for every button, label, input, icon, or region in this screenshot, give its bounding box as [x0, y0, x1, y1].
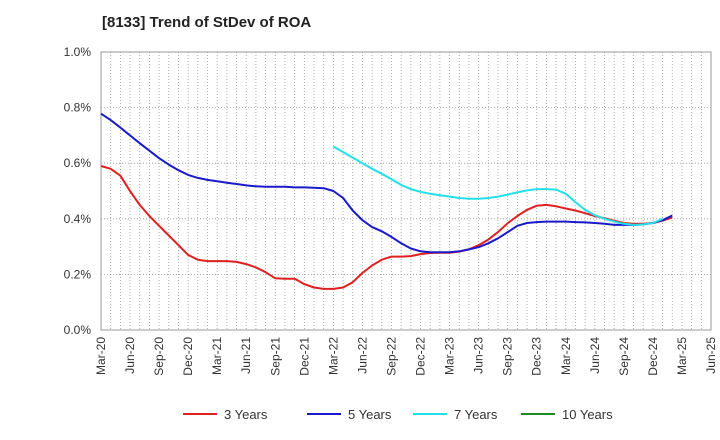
- x-tick-label: Dec-21: [297, 337, 311, 376]
- axis-layer: 0.0% 0.2% 0.4% 0.6% 0.8% 1.0% Mar-20 Jun-20 Sep-…: [64, 45, 718, 376]
- series-line-7-years: [332, 145, 663, 226]
- x-tick-label: Mar-23: [443, 337, 457, 375]
- y-tick-label: 0.8%: [64, 101, 92, 115]
- x-tick-label: Sep-23: [501, 337, 515, 376]
- x-tick-label: Dec-24: [646, 337, 660, 376]
- x-tick-label: Mar-21: [210, 337, 224, 375]
- chart-title: [8133] Trend of StDev of ROA: [102, 14, 312, 31]
- y-tick-label: 1.0%: [64, 45, 92, 59]
- legend-label-7-years: 7 Years: [454, 407, 498, 422]
- x-tick-label: Sep-22: [384, 337, 398, 376]
- x-tick-label: Jun-22: [355, 337, 369, 374]
- x-tick-label: Jun-21: [239, 337, 253, 374]
- legend-label-5-years: 5 Years: [348, 407, 392, 422]
- x-tick-label: Mar-20: [94, 337, 108, 375]
- x-tick-label: Sep-20: [152, 337, 166, 376]
- x-tick-label: Mar-22: [326, 337, 340, 375]
- y-tick-label: 0.0%: [64, 323, 92, 337]
- grid-layer: [100, 51, 712, 331]
- series-line-3-years: [100, 165, 673, 290]
- y-tick-label: 0.4%: [64, 212, 92, 226]
- y-tick-label: 0.2%: [64, 267, 92, 281]
- x-tick-label: Sep-21: [268, 337, 282, 376]
- x-tick-label: Sep-24: [617, 337, 631, 376]
- x-tick-label: Jun-20: [123, 337, 137, 374]
- x-tick-label: Mar-25: [675, 337, 689, 375]
- series-layer: [100, 112, 673, 290]
- y-tick-label: 0.6%: [64, 156, 92, 170]
- x-tick-label: Dec-22: [414, 337, 428, 376]
- x-tick-label: Dec-20: [181, 337, 195, 376]
- x-tick-label: Jun-23: [472, 337, 486, 374]
- x-tick-label: Jun-25: [704, 337, 718, 374]
- series-line-5-years: [100, 112, 673, 254]
- plot-area: [100, 51, 712, 331]
- legend: 3 Years 5 Years 7 Years 10 Years: [183, 407, 613, 422]
- x-tick-label: Jun-24: [588, 337, 602, 374]
- x-tick-label: Dec-23: [530, 337, 544, 376]
- legend-label-10-years: 10 Years: [562, 407, 613, 422]
- x-tick-label: Mar-24: [559, 337, 573, 375]
- legend-label-3-years: 3 Years: [224, 407, 268, 422]
